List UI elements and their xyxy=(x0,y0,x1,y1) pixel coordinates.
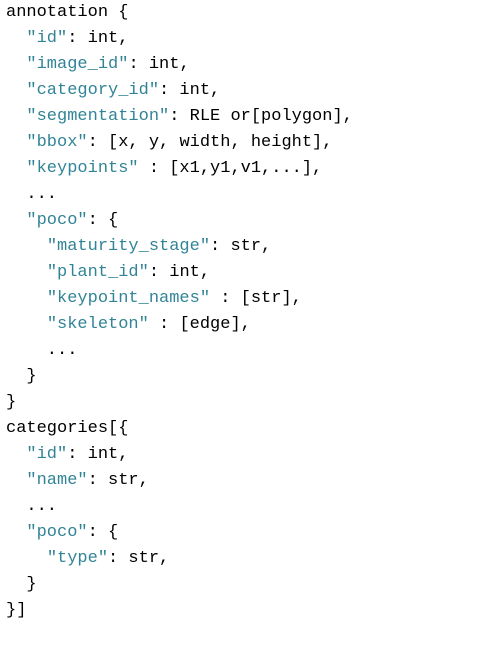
code-token: ... xyxy=(6,341,77,360)
code-token: } xyxy=(6,575,37,594)
code-token xyxy=(6,159,26,178)
code-token xyxy=(6,263,47,282)
code-token: : [edge], xyxy=(149,315,251,334)
code-token xyxy=(6,81,26,100)
code-line: "id": int, xyxy=(6,442,494,468)
code-line: "skeleton" : [edge], xyxy=(6,312,494,338)
code-token: : str, xyxy=(210,237,271,256)
code-token: }] xyxy=(6,601,26,620)
code-line: } xyxy=(6,364,494,390)
code-token: : { xyxy=(88,523,119,542)
code-token: "name" xyxy=(26,471,87,490)
code-token: "plant_id" xyxy=(47,263,149,282)
code-token xyxy=(6,55,26,74)
code-token xyxy=(6,133,26,152)
code-token xyxy=(6,315,47,334)
code-line: ... xyxy=(6,182,494,208)
code-token: "maturity_stage" xyxy=(47,237,210,256)
code-token: categories[{ xyxy=(6,419,128,438)
code-token: "id" xyxy=(26,445,67,464)
code-line: "maturity_stage": str, xyxy=(6,234,494,260)
code-token: : int, xyxy=(128,55,189,74)
code-token xyxy=(6,445,26,464)
code-token: annotation { xyxy=(6,3,128,22)
code-token: "type" xyxy=(47,549,108,568)
code-token: : [str], xyxy=(210,289,302,308)
code-token xyxy=(6,523,26,542)
code-token: "image_id" xyxy=(26,55,128,74)
code-token xyxy=(6,107,26,126)
code-line: } xyxy=(6,390,494,416)
code-line: "name": str, xyxy=(6,468,494,494)
code-block: annotation { "id": int, "image_id": int,… xyxy=(0,0,500,624)
code-line: ... xyxy=(6,494,494,520)
code-token: : [x1,y1,v1,...], xyxy=(139,159,323,178)
code-token: "segmentation" xyxy=(26,107,169,126)
code-token: ... xyxy=(6,185,57,204)
code-token: "skeleton" xyxy=(47,315,149,334)
code-token xyxy=(6,289,47,308)
code-token xyxy=(6,237,47,256)
code-token: : RLE or[polygon], xyxy=(169,107,353,126)
code-token: "keypoint_names" xyxy=(47,289,210,308)
code-token: : [x, y, width, height], xyxy=(88,133,333,152)
code-token: : int, xyxy=(149,263,210,282)
code-line: "id": int, xyxy=(6,26,494,52)
code-line: annotation { xyxy=(6,0,494,26)
code-line: categories[{ xyxy=(6,416,494,442)
code-token: : { xyxy=(88,211,119,230)
code-line: "poco": { xyxy=(6,208,494,234)
code-line: "segmentation": RLE or[polygon], xyxy=(6,104,494,130)
code-line: "bbox": [x, y, width, height], xyxy=(6,130,494,156)
code-line: }] xyxy=(6,598,494,624)
code-token: : int, xyxy=(67,445,128,464)
code-token: "poco" xyxy=(26,523,87,542)
code-token: "poco" xyxy=(26,211,87,230)
code-token xyxy=(6,471,26,490)
code-token: "keypoints" xyxy=(26,159,138,178)
code-token: ... xyxy=(6,497,57,516)
code-line: } xyxy=(6,572,494,598)
code-token: "id" xyxy=(26,29,67,48)
code-token: : int, xyxy=(159,81,220,100)
code-token: } xyxy=(6,367,37,386)
code-line: "poco": { xyxy=(6,520,494,546)
code-token xyxy=(6,549,47,568)
code-token: "category_id" xyxy=(26,81,159,100)
code-line: ... xyxy=(6,338,494,364)
code-token: } xyxy=(6,393,16,412)
code-line: "plant_id": int, xyxy=(6,260,494,286)
code-token: : int, xyxy=(67,29,128,48)
code-token: : str, xyxy=(88,471,149,490)
code-token xyxy=(6,211,26,230)
code-token: "bbox" xyxy=(26,133,87,152)
code-line: "type": str, xyxy=(6,546,494,572)
code-line: "category_id": int, xyxy=(6,78,494,104)
code-token xyxy=(6,29,26,48)
code-line: "keypoints" : [x1,y1,v1,...], xyxy=(6,156,494,182)
code-token: : str, xyxy=(108,549,169,568)
code-line: "keypoint_names" : [str], xyxy=(6,286,494,312)
code-line: "image_id": int, xyxy=(6,52,494,78)
